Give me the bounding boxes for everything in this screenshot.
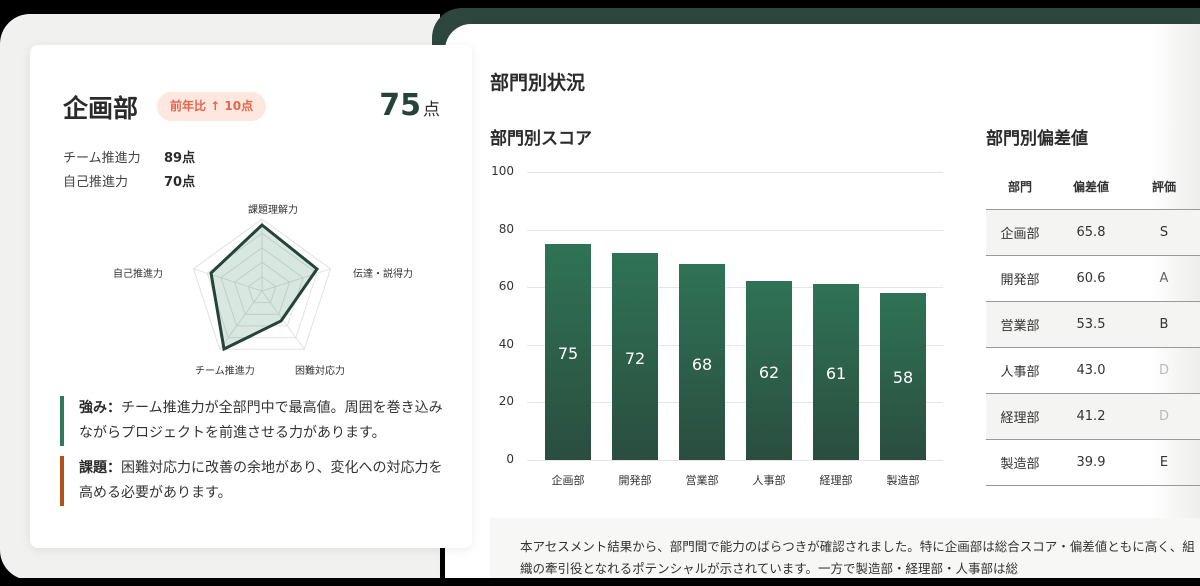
metric-value: 70点 — [164, 175, 196, 190]
cell-grade: B — [1159, 317, 1169, 332]
radar-axis-label: チーム推進力 — [195, 366, 255, 377]
chart-title: 部門別スコア — [490, 129, 592, 149]
summary-text: 本アセスメント結果から、部門間で能力のばらつきが確認されました。特に企画部は総合… — [490, 518, 1200, 586]
x-tick-label: 経理部 — [819, 474, 853, 487]
table-row: 経理部 41.2 D — [986, 394, 1200, 440]
y-tick: 80 — [498, 222, 514, 236]
y-tick: 60 — [498, 279, 514, 293]
cell-grade: D — [1158, 409, 1169, 424]
cell-grade: E — [1159, 455, 1169, 470]
cell-grade: S — [1159, 225, 1169, 240]
table-row: 人事部 43.0 D — [986, 348, 1200, 394]
x-tick-label: 企画部 — [551, 474, 585, 487]
bar-seizo[interactable]: 58 — [880, 293, 926, 460]
table-row: 製造部 39.9 E — [986, 440, 1200, 486]
cell-dept: 企画部 — [1000, 227, 1040, 242]
bar-value-label: 62 — [758, 363, 780, 382]
radar-svg — [192, 218, 332, 352]
radar-chart: 課題理解力 伝達・説得力 困難対応力 チーム推進力 自己推進力 — [100, 195, 430, 385]
bar-value-label: 61 — [825, 364, 847, 383]
cell-deviation: 43.0 — [1076, 363, 1106, 378]
radar-axis-label: 伝達・説得力 — [353, 269, 413, 280]
column-header-grade: 評価 — [1151, 180, 1176, 194]
radar-axis-label: 自己推進力 — [113, 269, 163, 280]
bottom-edge — [0, 578, 1200, 586]
column-header-deviation: 偏差値 — [1072, 180, 1109, 194]
deviation-table: 部門 偏差値 評価 企画部 65.8 S 開発部 60.6 A 営業部 53.5… — [986, 164, 1200, 486]
table-row: 開発部 60.6 A — [986, 256, 1200, 302]
bar-jinji[interactable]: 62 — [746, 281, 792, 460]
cell-dept: 製造部 — [1000, 457, 1040, 472]
radar-axis-label: 困難対応力 — [295, 366, 345, 377]
radar-axis-label: 課題理解力 — [248, 205, 298, 216]
issue-label: 課題： — [79, 460, 121, 476]
cell-dept: 人事部 — [1000, 365, 1040, 380]
cell-deviation: 60.6 — [1076, 271, 1106, 286]
cell-grade: D — [1158, 363, 1169, 378]
gridline — [527, 230, 943, 231]
table-row: 企画部 65.8 S — [986, 210, 1200, 256]
bar-value-label: 68 — [691, 355, 713, 374]
total-score-value: 75 — [379, 88, 421, 123]
metric-label: チーム推進力 — [63, 151, 141, 166]
table-row: 営業部 53.5 B — [986, 302, 1200, 348]
y-tick: 40 — [498, 337, 514, 351]
cell-dept: 開発部 — [1000, 273, 1040, 288]
panel-title: 部門別状況 — [490, 72, 586, 94]
strength-note: 強み：チーム推進力が全部門中で最高値。周囲を巻き込みながらプロジェクトを前進させ… — [60, 396, 445, 446]
metric-value: 89点 — [164, 151, 196, 166]
cell-deviation: 39.9 — [1076, 455, 1106, 470]
cell-grade: A — [1159, 271, 1169, 286]
y-tick: 0 — [506, 452, 514, 466]
cell-dept: 経理部 — [1000, 411, 1040, 426]
x-tick-label: 開発部 — [618, 474, 652, 487]
x-tick-label: 営業部 — [685, 474, 719, 487]
bar-kaihatsu[interactable]: 72 — [612, 253, 658, 460]
y-tick: 20 — [498, 394, 514, 408]
issue-note: 課題：困難対応力に改善の余地があり、変化への対応力を高める必要があります。 — [60, 456, 445, 506]
issue-text: 困難対応力に改善の余地があり、変化への対応力を高める必要があります。 — [79, 460, 443, 501]
bar-eigyo[interactable]: 68 — [679, 264, 725, 460]
department-name: 企画部 — [63, 94, 139, 123]
column-header-dept: 部門 — [1007, 180, 1032, 194]
gridline — [527, 172, 943, 173]
x-tick-label: 人事部 — [752, 474, 786, 487]
year-over-year-badge: 前年比 ↑ 10点 — [157, 92, 267, 121]
bar-value-label: 72 — [624, 349, 646, 368]
cell-deviation: 53.5 — [1076, 317, 1106, 332]
total-score: 75 点 — [379, 88, 440, 123]
bar-keiri[interactable]: 61 — [813, 284, 859, 460]
cell-deviation: 41.2 — [1076, 409, 1106, 424]
cell-deviation: 65.8 — [1076, 225, 1106, 240]
table-header: 部門 偏差値 評価 — [986, 164, 1200, 210]
cell-dept: 営業部 — [1000, 319, 1040, 334]
x-tick-label: 製造部 — [886, 474, 920, 487]
metric-self-drive: 自己推進力 70点 — [63, 171, 195, 190]
strength-label: 強み： — [79, 400, 121, 416]
bar-value-label: 75 — [557, 344, 579, 363]
bar-chart: 100 80 60 40 20 0 75 72 68 62 61 58 企画部 … — [480, 160, 950, 500]
department-card: 企画部 前年比 ↑ 10点 75 点 チーム推進力 89点 自己推進力 70点 — [30, 45, 472, 548]
bar-value-label: 58 — [892, 368, 914, 387]
y-tick: 100 — [491, 164, 514, 178]
metric-team-drive: チーム推進力 89点 — [63, 147, 195, 166]
gridline — [527, 460, 943, 461]
table-title: 部門別偏差値 — [986, 129, 1088, 149]
gridline — [527, 345, 943, 346]
metric-label: 自己推進力 — [63, 175, 129, 190]
gridline — [527, 402, 943, 403]
total-score-unit: 点 — [423, 100, 440, 120]
strength-text: チーム推進力が全部門中で最高値。周囲を巻き込みながらプロジェクトを前進させる力が… — [79, 400, 443, 441]
gridline — [527, 287, 943, 288]
bar-kikaku[interactable]: 75 — [545, 244, 591, 460]
